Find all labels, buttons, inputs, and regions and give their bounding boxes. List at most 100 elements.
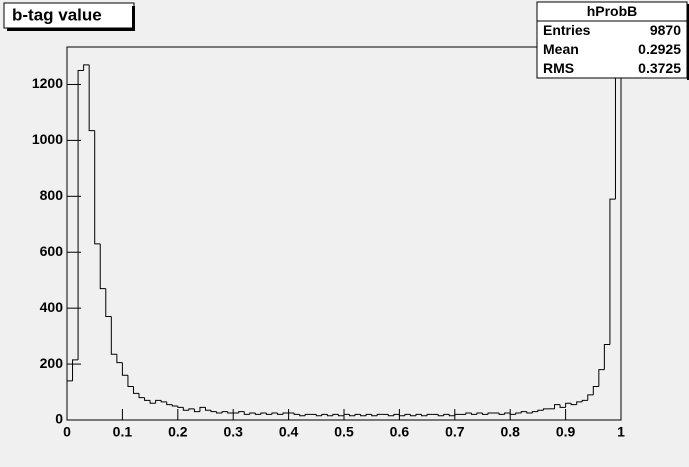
histogram-bin xyxy=(520,411,527,414)
histogram-bin xyxy=(243,411,250,415)
histogram-bin xyxy=(465,412,472,415)
stats-value: 9870 xyxy=(650,22,681,38)
stats-value: 0.2925 xyxy=(638,41,681,57)
y-tick-label: 1000 xyxy=(32,131,63,147)
histogram-bin xyxy=(132,386,140,394)
histogram-bin xyxy=(443,413,450,416)
histogram-bin xyxy=(149,400,156,404)
stats-shadow xyxy=(687,4,689,80)
x-tick-label: 0 xyxy=(63,424,71,440)
histogram-bin xyxy=(155,399,162,404)
x-tick-label: 0.8 xyxy=(500,424,520,440)
x-tick-label: 0.9 xyxy=(556,424,576,440)
histogram-bin xyxy=(537,409,544,412)
x-tick-label: 0.1 xyxy=(113,424,133,440)
histogram-bin xyxy=(421,414,428,417)
histogram-bin xyxy=(515,412,522,415)
histogram-bin xyxy=(127,375,134,387)
stats-box xyxy=(536,1,688,79)
histogram-bin xyxy=(376,413,383,416)
histogram-bin xyxy=(565,402,572,408)
histogram-bin xyxy=(448,414,455,417)
histogram-bin xyxy=(487,412,494,415)
stats-title: hProbB xyxy=(587,3,638,19)
histogram-bin xyxy=(116,354,123,364)
histogram-bin xyxy=(277,413,284,415)
histogram-bin xyxy=(299,414,306,417)
histogram-bin xyxy=(88,64,95,132)
histogram-bin xyxy=(371,414,378,417)
histogram-bin xyxy=(498,413,505,415)
histogram-bin xyxy=(387,414,394,417)
histogram-bin xyxy=(592,385,599,395)
y-tick-label: 0 xyxy=(55,411,63,427)
histogram-bin xyxy=(171,404,178,407)
histogram-bin xyxy=(199,406,206,412)
histogram-bin xyxy=(282,412,289,415)
title-shadow xyxy=(132,6,135,31)
histogram-bin xyxy=(581,399,588,402)
histogram-bin xyxy=(188,408,195,411)
histogram-bin xyxy=(531,411,538,414)
stats-label: Entries xyxy=(543,22,591,38)
histogram-bin xyxy=(210,410,217,413)
histogram-bin xyxy=(576,401,583,405)
histogram-bin xyxy=(504,412,511,415)
histogram-bin xyxy=(94,130,101,245)
histogram-bin xyxy=(526,411,533,414)
histogram-bin xyxy=(482,413,489,415)
histogram-bin xyxy=(409,414,417,417)
histogram-bin xyxy=(365,413,372,416)
stats-value: 0.3725 xyxy=(638,60,681,76)
x-tick-label: 0.4 xyxy=(279,424,299,440)
x-tick-label: 0.6 xyxy=(390,424,410,440)
histogram-bin xyxy=(177,406,184,408)
stats-label: RMS xyxy=(543,60,574,76)
histogram-bin xyxy=(205,407,212,411)
histogram-bin xyxy=(260,412,267,415)
histogram-bin xyxy=(609,198,616,345)
histogram-bin xyxy=(72,359,79,381)
histogram-bin xyxy=(554,404,561,409)
histogram-bin xyxy=(254,413,261,415)
histogram-bin xyxy=(415,413,422,416)
x-tick-label: 0.5 xyxy=(334,424,354,440)
histogram-bin xyxy=(249,412,256,415)
histogram-bin xyxy=(393,413,400,416)
histogram-bin xyxy=(99,243,106,290)
frame xyxy=(66,46,622,421)
histogram-bin xyxy=(426,413,433,416)
histogram-bin xyxy=(349,414,356,417)
title-box xyxy=(3,2,135,29)
histogram-bin xyxy=(337,414,344,417)
x-tick-label: 1 xyxy=(617,424,625,440)
x-tick-label: 0.2 xyxy=(168,424,188,440)
x-tick-label: 0.3 xyxy=(223,424,243,440)
histogram-bin xyxy=(559,404,566,408)
histogram-bin xyxy=(265,413,272,415)
x-tick-label: 0.7 xyxy=(445,424,465,440)
histogram-bin xyxy=(315,414,322,417)
y-tick-label: 1200 xyxy=(32,75,63,91)
histogram-bin xyxy=(144,397,151,401)
histogram-bin xyxy=(66,380,73,420)
histogram-bin xyxy=(160,400,167,403)
histogram-bin xyxy=(354,413,361,416)
y-tick-label: 600 xyxy=(40,243,64,259)
histogram-bin xyxy=(293,413,300,415)
histogram-bin xyxy=(77,69,84,360)
histogram-bin xyxy=(227,411,234,414)
chart-title: b-tag value xyxy=(12,5,102,24)
histogram-bin xyxy=(105,288,112,318)
histogram-bin xyxy=(238,411,245,414)
histogram-bin xyxy=(470,413,477,415)
histogram-bin xyxy=(542,408,549,411)
histogram-bin xyxy=(598,369,605,387)
stats-label: Mean xyxy=(543,41,579,57)
histogram-bin xyxy=(166,401,173,406)
histogram-bin xyxy=(570,403,577,406)
histogram-bin xyxy=(271,412,278,415)
histogram-bin xyxy=(343,413,350,416)
histogram-bin xyxy=(321,413,328,416)
